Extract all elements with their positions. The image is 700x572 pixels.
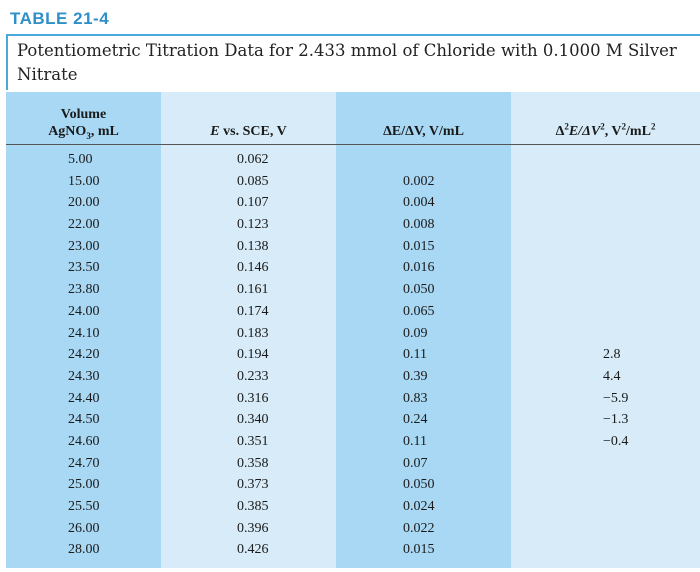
table-cell-d2 (511, 474, 700, 496)
table-cell-d1: 0.002 (403, 173, 435, 189)
table-cell-e: 0.062 (237, 152, 269, 167)
table-cell-e: 0.107 (237, 195, 269, 211)
table-cell-d2 (511, 257, 700, 279)
table-cell-d2 (511, 301, 700, 323)
table-cell-v: 5.00 (68, 152, 93, 167)
table-cell-e: 0.183 (237, 325, 269, 341)
table-cell-d2 (511, 149, 700, 171)
table-cell-v: 24.40 (68, 390, 100, 406)
column-first-derivative: ΔE/ΔV, V/mL 0.002 0.004 0.008 0.015 0.016 0.0… (336, 92, 511, 568)
column-second-derivative: Δ2E/ΔV2, V2/mL2 2.8 4.4 −5.9 −1.3 −0.4 (511, 92, 700, 568)
table-cell-d2: 4.4 (603, 368, 621, 384)
table-caption: Potentiometric Titration Data for 2.433 … (6, 36, 700, 90)
header-volume: Volume AgNO3, mL (6, 92, 161, 144)
table-cell-e: 0.174 (237, 303, 269, 319)
table-cell-e: 0.233 (237, 368, 269, 384)
table-cell-d1: 0.015 (403, 238, 435, 254)
table-cell-e: 0.385 (237, 499, 269, 514)
table-cell-v: 26.00 (68, 520, 100, 536)
table-cell-d2 (511, 323, 700, 345)
header-second-derivative: Δ2E/ΔV2, V2/mL2 (555, 121, 656, 139)
table-cell-d2 (511, 518, 700, 540)
table-cell-e: 0.396 (237, 520, 269, 536)
table-cell-e: 0.316 (237, 390, 269, 406)
table-cell-d1: 0.016 (403, 260, 435, 276)
header-divider (6, 144, 700, 145)
table-cell-v: 25.00 (68, 477, 100, 493)
column-potential: E vs. SCE, V 0.062 0.085 0.107 0.123 0.138 0.… (161, 92, 336, 568)
table-cell-v: 24.50 (68, 412, 100, 428)
table-cell-v: 24.30 (68, 368, 100, 384)
table-cell-e: 0.194 (237, 347, 269, 363)
table-cell-v: 23.00 (68, 238, 100, 254)
table-cell-v: 24.00 (68, 303, 100, 319)
table-cell-e: 0.351 (237, 433, 269, 449)
table-cell-d1: 0.39 (403, 368, 428, 384)
table-cell-v: 24.60 (68, 433, 100, 449)
table-cell-d2: 2.8 (603, 347, 621, 363)
table-cell-d1: 0.09 (403, 325, 428, 341)
table-label: TABLE 21-4 (10, 9, 110, 28)
table-cell-d2 (511, 236, 700, 258)
table-cell-d2 (511, 453, 700, 475)
table-cell-e: 0.161 (237, 282, 269, 298)
header-potential: E vs. SCE, V (210, 124, 287, 139)
table-cell-d1: 0.008 (403, 217, 435, 233)
table-cell-v: 25.50 (68, 499, 100, 514)
table-cell-d2: −5.9 (603, 390, 629, 406)
table-cell-v: 28.00 (68, 542, 100, 558)
table-cell-e: 0.138 (237, 238, 269, 254)
table-cell-v: 15.00 (68, 173, 100, 189)
table-cell-d1: 0.015 (403, 542, 435, 558)
table-cell-v: 24.10 (68, 325, 100, 341)
table-cell-e: 0.123 (237, 217, 269, 233)
table-cell-d1: 0.065 (403, 303, 435, 319)
table-cell-d1: 0.11 (403, 347, 427, 363)
table-cell-d2: −1.3 (603, 412, 629, 428)
table-cell-d2 (511, 496, 700, 518)
table-cell-d1: 0.07 (403, 455, 428, 471)
header-first-derivative: ΔE/ΔV, V/mL (383, 124, 464, 139)
table-cell-d2 (511, 171, 700, 193)
table-cell-d1: 0.83 (403, 390, 428, 406)
table-cell-d1 (336, 149, 511, 171)
table-cell-v: 24.70 (68, 455, 100, 471)
table-cell-e: 0.340 (237, 412, 269, 428)
header-volume-line2: AgNO3, mL (48, 124, 119, 141)
table-cell-d2 (511, 279, 700, 301)
table-cell-d1: 0.050 (403, 282, 435, 298)
header-volume-line1: Volume (60, 107, 107, 122)
data-table: Volume AgNO3, mL 5.00 15.00 20.00 22.00 23.0… (6, 92, 700, 568)
table-cell-e: 0.373 (237, 477, 269, 493)
table-cell-v: 23.80 (68, 282, 100, 298)
table-cell-d1: 0.24 (403, 412, 428, 428)
table-cell-d2 (511, 192, 700, 214)
table-cell-d1: 0.022 (403, 520, 435, 536)
table-cell-d1: 0.11 (403, 433, 427, 449)
table-cell-d1: 0.024 (403, 499, 435, 514)
table-cell-e: 0.358 (237, 455, 269, 471)
table-cell-d2 (511, 539, 700, 561)
table-cell-v: 24.20 (68, 347, 100, 363)
header-rule (6, 34, 700, 36)
column-volume: Volume AgNO3, mL 5.00 15.00 20.00 22.00 23.0… (6, 92, 161, 568)
table-cell-v: 20.00 (68, 195, 100, 211)
table-cell-e: 0.085 (237, 173, 269, 189)
table-cell-v: 22.00 (68, 217, 100, 233)
table-cell-e: 0.426 (237, 542, 269, 558)
table-cell-d2: −0.4 (603, 433, 629, 449)
table-cell-e: 0.146 (237, 260, 269, 276)
table-cell-d1: 0.050 (403, 477, 435, 493)
table-cell-d1: 0.004 (403, 195, 435, 211)
table-cell-d2 (511, 214, 700, 236)
table-cell-v: 23.50 (68, 260, 100, 276)
